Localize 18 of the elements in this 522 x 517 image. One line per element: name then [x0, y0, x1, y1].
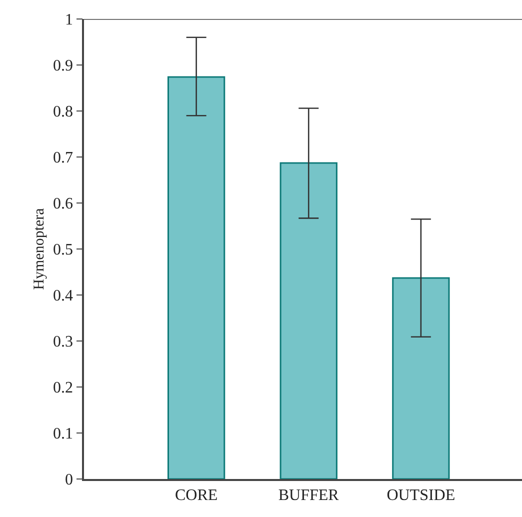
- y-tick-label: 0.6: [53, 196, 74, 213]
- y-tick-label: 1: [65, 12, 74, 29]
- y-tick-label: 0.3: [53, 334, 74, 351]
- y-tick-label: 0.7: [53, 150, 74, 167]
- bar: [392, 277, 450, 479]
- y-tick-label: 0.9: [53, 58, 74, 75]
- x-tick-label: CORE: [174, 486, 218, 504]
- bar: [280, 162, 338, 479]
- y-tick-label: 0.8: [53, 104, 74, 121]
- x-tick-label: BUFFER: [278, 486, 340, 504]
- bar: [167, 76, 226, 479]
- y-tick-label: 0.4: [53, 288, 74, 305]
- y-tick-label: 0.2: [53, 380, 74, 397]
- x-tick-label: OUTSIDE: [386, 486, 456, 504]
- y-tick-label: 0.1: [53, 426, 74, 443]
- y-axis-title: Hymenoptera: [32, 208, 48, 290]
- y-tick-label: 0.5: [53, 242, 74, 259]
- y-tick-label: 0: [65, 472, 74, 489]
